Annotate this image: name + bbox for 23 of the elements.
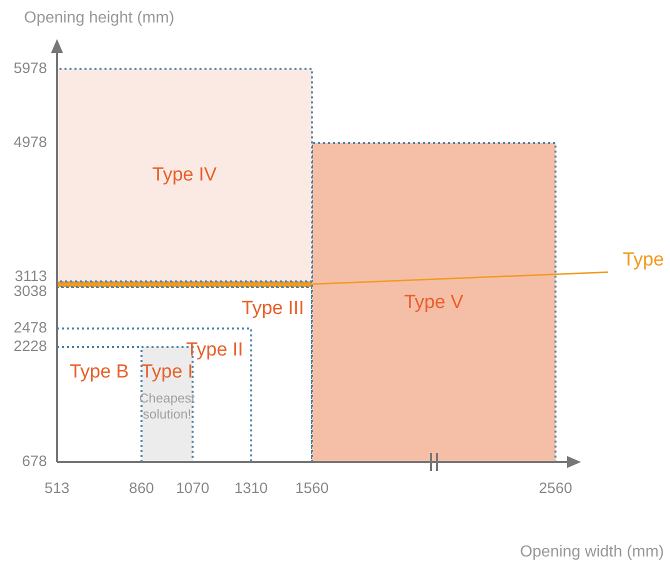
y-tick-label: 3113 xyxy=(14,268,47,285)
x-tick-label: 860 xyxy=(128,480,154,498)
y-tick-label: 2478 xyxy=(14,320,47,337)
y-tick-label: 5978 xyxy=(14,60,47,78)
series-label: Type B xyxy=(70,361,129,382)
x-tick-label: 1560 xyxy=(295,480,329,498)
x-axis-title: Opening width (mm) xyxy=(520,543,664,560)
y-tick-label: 4978 xyxy=(14,134,47,152)
y-tick-label: 2228 xyxy=(14,338,47,356)
x-tick-label: 1310 xyxy=(234,480,268,498)
text: Type xyxy=(622,249,664,270)
annotation: Cheapest solution! xyxy=(139,390,196,422)
y-tick-label: 3038 xyxy=(14,282,47,300)
series-label: Type IV xyxy=(152,164,218,186)
series-label: Type II xyxy=(186,340,244,361)
x-tick-label: 513 xyxy=(44,480,70,498)
y-tick-label: 678 xyxy=(22,453,47,470)
y-axis-title: Opening height (mm) xyxy=(24,9,174,26)
x-tick-label: 2560 xyxy=(538,480,572,498)
series-label: Type III xyxy=(242,298,304,320)
series-label: Type V xyxy=(404,292,464,313)
x-tick-label: 1070 xyxy=(176,480,210,498)
series-label: Type I xyxy=(141,361,193,382)
